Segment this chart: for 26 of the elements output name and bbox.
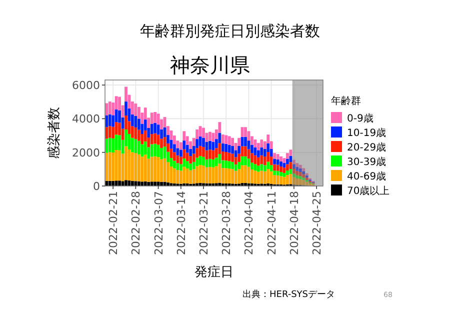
legend-label: 70歳以上 xyxy=(347,185,390,197)
x-tick-label: 2022-03-28 xyxy=(220,191,234,255)
x-axis-title: 発症日 xyxy=(194,265,234,280)
x-tick-label: 2022-02-21 xyxy=(107,191,120,255)
x-tick-label: 2022-03-07 xyxy=(152,191,166,255)
legend-label: 20-29歳 xyxy=(347,142,386,154)
legend-label: 40-69歳 xyxy=(347,170,386,182)
y-tick-label: 2000 xyxy=(72,146,100,160)
chart-title: 年齢群別発症日別感染者数 xyxy=(140,22,320,40)
y-tick-label: 4000 xyxy=(72,112,100,126)
x-tick-label: 2022-04-11 xyxy=(265,191,278,255)
y-tick-label: 0 xyxy=(93,180,100,193)
x-tick-label: 2022-02-28 xyxy=(130,191,143,255)
legend-label: 10-19歳 xyxy=(347,127,386,139)
x-tick-label: 2022-04-04 xyxy=(242,191,256,255)
legend-title: 年齢群 xyxy=(331,95,361,107)
legend-label: 0-9歳 xyxy=(347,112,374,124)
source-note: 出典：HER-SYSデータ xyxy=(242,289,335,300)
x-tick-label: 2022-04-18 xyxy=(288,191,301,255)
legend-label: 30-39歳 xyxy=(347,156,386,168)
y-tick-label: 6000 xyxy=(72,79,100,92)
x-tick-label: 2022-04-25 xyxy=(310,191,324,255)
chart-subtitle: 神奈川県 xyxy=(170,53,250,77)
x-tick-label: 2022-03-14 xyxy=(174,191,188,255)
x-tick-label: 2022-03-21 xyxy=(198,191,211,255)
y-axis-title: 感染者数 xyxy=(47,107,62,159)
